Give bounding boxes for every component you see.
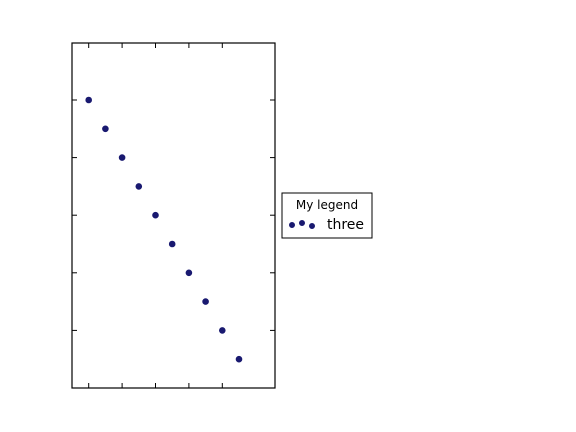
scatter-points (85, 96, 243, 363)
scatter-point-0-9 (235, 355, 243, 363)
scatter-point-0-1 (102, 125, 109, 133)
legend-marker-1 (298, 219, 305, 226)
scatter-point-0-2 (118, 154, 126, 161)
scatter-point-0-3 (135, 183, 143, 190)
y-ticks (72, 99, 275, 331)
legend-box (281, 192, 373, 239)
legend-marker-2 (308, 222, 315, 229)
scatter-point-0-6 (185, 269, 193, 277)
x-ticks (88, 43, 223, 388)
legend-marker-0 (288, 221, 295, 228)
plot-area (71, 42, 276, 389)
scatter-point-0-0 (85, 96, 92, 104)
axes-frame (71, 42, 276, 389)
scatter-point-0-5 (168, 240, 176, 248)
legend-title: My legend (296, 198, 358, 212)
scatter-point-0-7 (202, 298, 209, 305)
scatter-point-0-4 (152, 211, 159, 219)
scatter-point-0-8 (219, 327, 226, 334)
legend-markers (288, 219, 315, 229)
legend-label-three: three (327, 217, 364, 233)
legend: My legend three (281, 192, 373, 239)
